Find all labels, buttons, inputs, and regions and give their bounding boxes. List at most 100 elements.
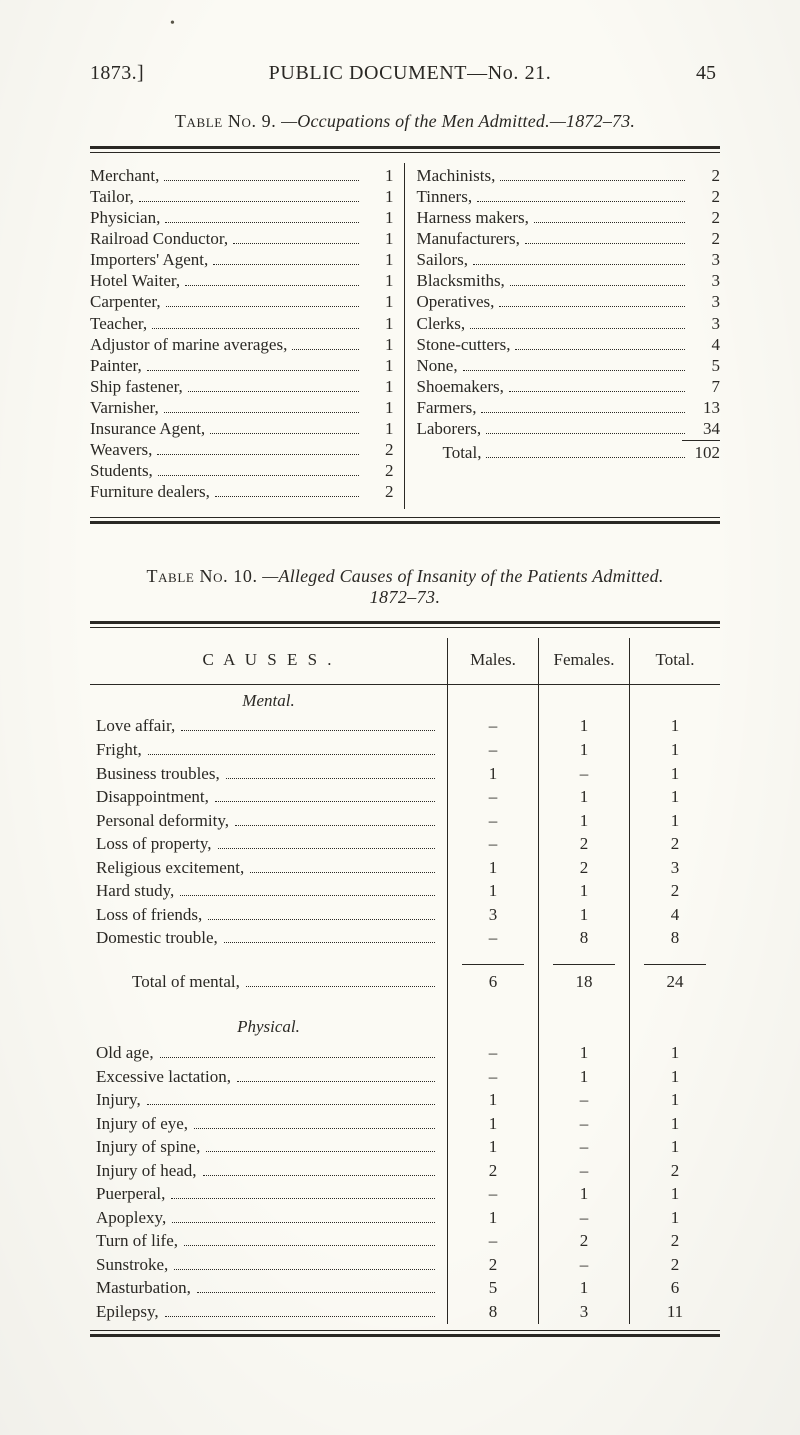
dot-leader xyxy=(481,412,685,413)
cause-label-cell: Masturbation, xyxy=(90,1276,448,1300)
running-head: 1873.] PUBLIC DOCUMENT—No. 21. 45 xyxy=(90,62,716,85)
cell-males: 1 xyxy=(448,856,539,880)
cause-label-cell: Hard study, xyxy=(90,879,448,903)
cell-total: 1 xyxy=(630,762,721,786)
dot-leader xyxy=(486,433,685,434)
cause-label: Mental. xyxy=(242,691,294,711)
cause-label-cell: Excessive lactation, xyxy=(90,1065,448,1089)
cell-males: 1 xyxy=(448,762,539,786)
cell-females: 1 xyxy=(539,1182,630,1206)
table-row: Sunstroke,2–2 xyxy=(90,1253,720,1277)
occupation-count: 1 xyxy=(364,314,394,334)
occupation-label: Merchant, xyxy=(90,166,159,186)
occupation-count: 1 xyxy=(364,187,394,207)
cell-males: 8 xyxy=(448,1300,539,1324)
dot-leader xyxy=(208,919,435,920)
table-row: Domestic trouble,–88 xyxy=(90,926,720,950)
table-row: Religious excitement,123 xyxy=(90,856,720,880)
occupation-count: 34 xyxy=(690,419,720,439)
table9-bottom-rule-thick xyxy=(90,521,720,524)
table10-top-rule-thin xyxy=(90,627,720,628)
cause-label: Apoplexy, xyxy=(96,1208,166,1228)
occupation-row: Blacksmiths,3 xyxy=(417,271,721,291)
occupation-label: Teacher, xyxy=(90,314,147,334)
dot-leader xyxy=(203,1175,435,1176)
dot-leader xyxy=(534,222,685,223)
occupation-label: Operatives, xyxy=(417,292,495,312)
spacer-cell xyxy=(539,997,630,1011)
dot-leader xyxy=(174,1269,435,1270)
occupation-count: 1 xyxy=(364,292,394,312)
occupation-label: Clerks, xyxy=(417,314,466,334)
cell-total: 4 xyxy=(630,903,721,927)
occupation-row: Hotel Waiter,1 xyxy=(90,271,394,291)
cell-females: 1 xyxy=(539,1276,630,1300)
table9-top-rule-thick xyxy=(90,146,720,149)
dot-leader xyxy=(509,391,685,392)
dot-leader xyxy=(525,243,685,244)
cause-label: Hard study, xyxy=(96,881,174,901)
dot-leader xyxy=(500,180,685,181)
occupation-count: 3 xyxy=(690,250,720,270)
cause-label: Domestic trouble, xyxy=(96,928,218,948)
spacer-cell xyxy=(539,950,630,964)
occupation-count: 1 xyxy=(364,377,394,397)
dot-leader xyxy=(152,328,358,329)
table-row: Hard study,112 xyxy=(90,879,720,903)
occupation-count: 7 xyxy=(690,377,720,397)
header-page: 45 xyxy=(676,62,716,85)
cell-males: 1 xyxy=(448,879,539,903)
dot-leader xyxy=(188,391,359,392)
cause-label-cell: Loss of property, xyxy=(90,832,448,856)
table10-caption-year: 1872–73. xyxy=(370,587,441,607)
cell-males: 5 xyxy=(448,1276,539,1300)
table-row: Loss of property,–22 xyxy=(90,832,720,856)
cell-males: 1 xyxy=(448,1112,539,1136)
occupation-label: Tailor, xyxy=(90,187,134,207)
occupation-row: Farmers,13 xyxy=(417,398,721,418)
cause-label: Personal deformity, xyxy=(96,811,229,831)
cause-label-cell: Apoplexy, xyxy=(90,1206,448,1230)
cell-females: 1 xyxy=(539,1041,630,1065)
occupation-row: Physician,1 xyxy=(90,208,394,228)
occupation-label: Weavers, xyxy=(90,440,152,460)
cell-males: 3 xyxy=(448,903,539,927)
table10-bottom-rule-thin xyxy=(90,1330,720,1331)
dot-leader xyxy=(473,264,685,265)
cell-males xyxy=(448,1011,539,1041)
dot-leader xyxy=(197,1292,435,1293)
occupation-row: Insurance Agent,1 xyxy=(90,419,394,439)
cell-males xyxy=(448,684,539,714)
occupation-row: Tailor, 1 xyxy=(90,187,394,207)
table9-bottom-rule-thin xyxy=(90,517,720,518)
occupation-count: 1 xyxy=(364,419,394,439)
dot-leader xyxy=(215,496,359,497)
dot-leader xyxy=(213,264,358,265)
occupation-label: Adjustor of marine averages, xyxy=(90,335,287,355)
cell-total: 24 xyxy=(630,964,721,998)
dot-leader xyxy=(515,349,685,350)
cell-females: 1 xyxy=(539,785,630,809)
cell-females: – xyxy=(539,1206,630,1230)
cause-label: Sunstroke, xyxy=(96,1255,168,1275)
dot-leader xyxy=(181,730,435,731)
occupation-label: Harness makers, xyxy=(417,208,529,228)
cell-males: – xyxy=(448,785,539,809)
cell-total: 11 xyxy=(630,1300,721,1324)
cause-label: Physical. xyxy=(237,1017,300,1037)
cell-total: 1 xyxy=(630,1065,721,1089)
cell-males: – xyxy=(448,1065,539,1089)
cause-label: Injury of eye, xyxy=(96,1114,188,1134)
cause-label-cell: Injury, xyxy=(90,1088,448,1112)
occupation-label: Total, xyxy=(417,443,482,463)
cause-label: Old age, xyxy=(96,1043,154,1063)
occupation-label: Carpenter, xyxy=(90,292,161,312)
occupation-row: Laborers,34 xyxy=(417,419,721,439)
spacer-cell xyxy=(630,950,721,964)
occupations-table: Merchant,1Tailor,1Physician,1Railroad Co… xyxy=(90,163,720,509)
dot-leader xyxy=(158,475,359,476)
table-row: Injury of head,2–2 xyxy=(90,1159,720,1183)
cause-label-cell: Epilepsy, xyxy=(90,1300,448,1324)
occupation-label: None, xyxy=(417,356,458,376)
col-females: Females. xyxy=(539,638,630,684)
